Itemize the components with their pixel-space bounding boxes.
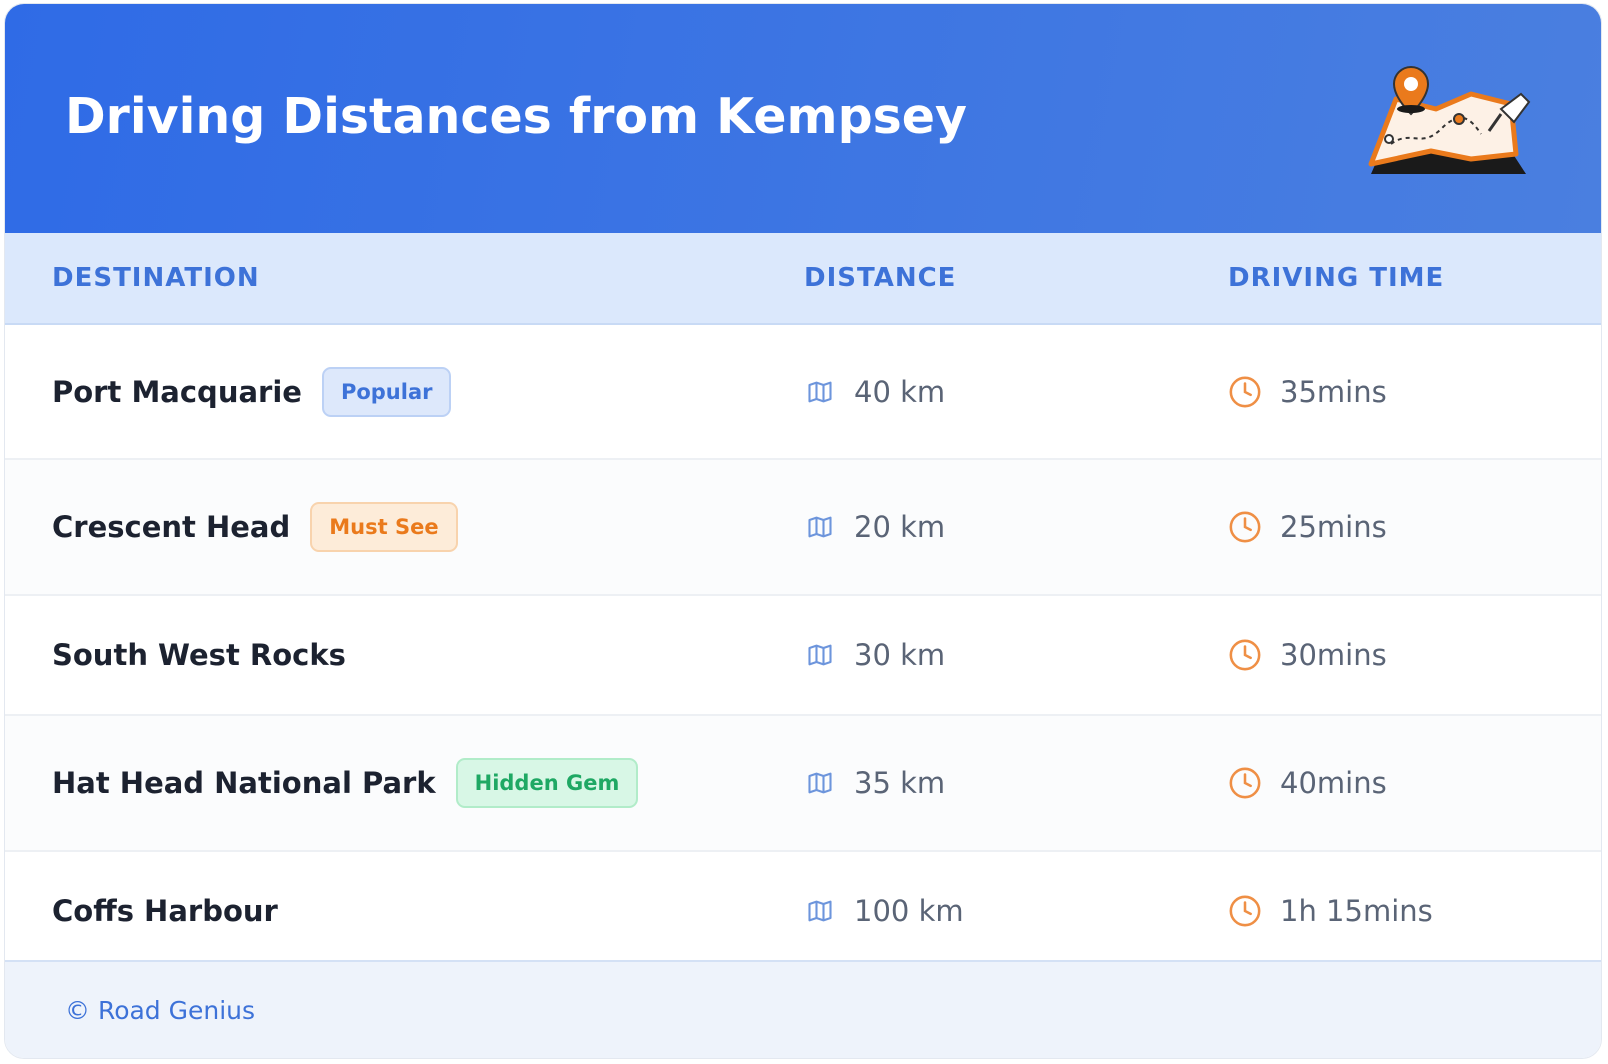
destination-cell: Coffs Harbour (52, 894, 278, 928)
driving-time: 35mins (1280, 374, 1387, 409)
distance-cell: 100 km (804, 894, 964, 928)
distance: 35 km (854, 766, 946, 800)
destination: Port Macquarie (52, 374, 302, 409)
clock-icon (1229, 376, 1261, 407)
destination-cell: Crescent Head Must See (52, 502, 458, 552)
column-header: DRIVING TIME (1228, 263, 1445, 293)
table-row: Coffs Harbour 100 km 1h 15mins (5, 852, 1601, 972)
copyright: © Road Genius (65, 995, 256, 1025)
column-header: DISTANCE (804, 263, 957, 293)
destination: Coffs Harbour (52, 894, 278, 928)
table-row: Crescent Head Must See 20 km 25mins (5, 460, 1601, 596)
clock-icon (1229, 767, 1261, 799)
card: Driving Distances from Kempsey DESTINATI… (4, 3, 1602, 1059)
distance: 40 km (854, 374, 946, 409)
driving-time: 1h 15mins (1280, 894, 1433, 928)
destination: Hat Head National Park (52, 766, 436, 800)
clock-icon (1229, 511, 1261, 543)
destination-cell: Port Macquarie Popular (52, 366, 452, 417)
map-icon (808, 772, 832, 794)
distance-cell: 30 km (804, 638, 945, 672)
badge: Popular (321, 366, 452, 417)
destination: Crescent Head (52, 510, 291, 544)
badge: Hidden Gem (455, 758, 639, 808)
distance: 100 km (854, 894, 964, 928)
destination-cell: Hat Head National Park Hidden Gem (52, 758, 639, 808)
time-cell: 30mins (1228, 638, 1387, 672)
driving-time: 25mins (1280, 510, 1387, 544)
driving-time: 40mins (1280, 766, 1387, 800)
footer: © Road Genius (5, 960, 1601, 1058)
driving-time: 30mins (1280, 638, 1387, 672)
map-icon (808, 900, 832, 922)
destination: South West Rocks (52, 638, 346, 672)
badge: Must See (310, 502, 458, 552)
map-icon (808, 381, 832, 402)
distance-cell: 40 km (804, 375, 945, 409)
time-cell: 35mins (1228, 375, 1387, 409)
column-header: DESTINATION (52, 263, 260, 293)
map-illustration (1368, 65, 1531, 174)
table-row: Hat Head National Park Hidden Gem 35 km 40m… (5, 716, 1601, 852)
distance-cell: 20 km (804, 510, 945, 544)
clock-icon (1229, 895, 1261, 927)
map-icon (808, 516, 832, 538)
table-body: Port Macquarie Popular 40 km 35mins Crescent… (5, 325, 1601, 972)
distance: 30 km (854, 638, 946, 672)
destination-cell: South West Rocks (52, 638, 346, 672)
time-cell: 25mins (1228, 510, 1387, 544)
table-row: Port Macquarie Popular 40 km 35mins (5, 325, 1601, 460)
distance-cell: 35 km (804, 766, 945, 800)
title: Driving Distances from Kempsey (65, 88, 967, 145)
map-icon (808, 644, 832, 666)
header: Driving Distances from Kempsey (5, 4, 1601, 233)
table-row: South West Rocks 30 km 30mins (5, 596, 1601, 716)
table-header: DESTINATION DISTANCE DRIVING TIME (5, 233, 1601, 325)
distance: 20 km (854, 510, 946, 544)
clock-icon (1229, 639, 1261, 671)
time-cell: 40mins (1228, 766, 1387, 800)
time-cell: 1h 15mins (1228, 894, 1433, 928)
